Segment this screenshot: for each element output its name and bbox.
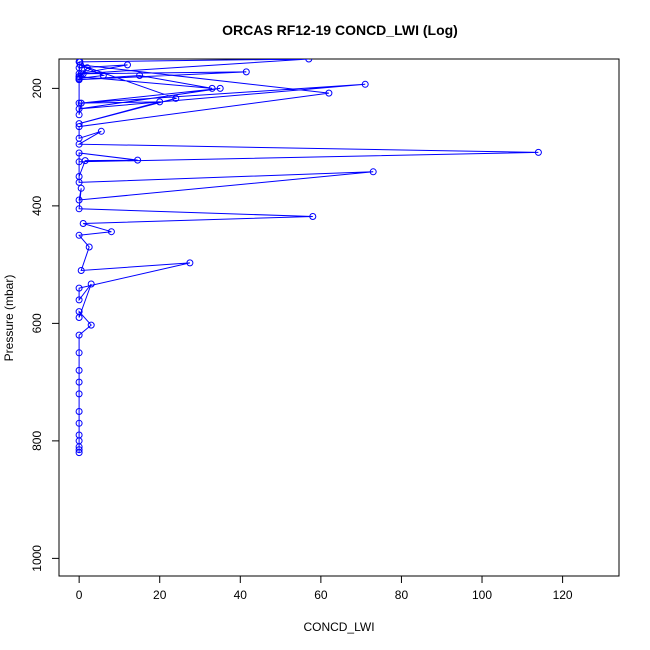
data-point: [75, 231, 83, 239]
data-point: [156, 98, 164, 106]
data-point: [75, 123, 83, 131]
series-path: [77, 59, 539, 453]
data-point: [107, 228, 115, 236]
data-point: [75, 149, 83, 157]
data-point: [134, 156, 142, 164]
data-point: [75, 390, 83, 398]
data-point: [81, 157, 89, 165]
y-axis: 200 400 600 800 1000: [30, 78, 60, 572]
data-point: [305, 59, 313, 63]
data-point: [75, 296, 83, 304]
data-point: [75, 331, 83, 339]
data-point: [208, 84, 216, 92]
x-tick-label: 40: [234, 588, 248, 602]
data-point: [85, 243, 93, 251]
data-point: [75, 419, 83, 427]
data-point: [242, 68, 250, 76]
chart-title: ORCAS RF12-19 CONCD_LWI (Log): [222, 22, 458, 38]
data-point: [87, 280, 95, 288]
data-point: [75, 349, 83, 357]
data-point: [369, 168, 377, 176]
data-point: [75, 449, 83, 457]
data-point: [75, 120, 83, 128]
data-point: [77, 267, 85, 274]
data-point: [77, 99, 85, 107]
x-tick-label: 0: [76, 588, 83, 602]
plot-frame: [58, 58, 620, 577]
data-point: [83, 64, 91, 72]
data-point: [309, 213, 317, 220]
data-point: [75, 178, 83, 186]
data-point: [77, 184, 85, 192]
data-point: [97, 127, 105, 135]
x-axis: 0 20 40 60 80 100 120: [76, 575, 573, 602]
data-point: [79, 70, 87, 78]
data-point: [186, 259, 194, 267]
data-point: [75, 76, 83, 84]
data-point: [75, 366, 83, 374]
y-tick-label: 400: [30, 196, 44, 216]
series-points: [75, 59, 542, 457]
x-tick-label: 120: [553, 588, 573, 602]
data-point: [75, 284, 83, 292]
data-point: [75, 408, 83, 415]
data-point: [325, 89, 333, 97]
data-point: [124, 61, 131, 69]
data-point: [75, 99, 83, 107]
y-tick-label: 800: [30, 431, 44, 451]
data-point: [76, 61, 84, 69]
x-tick-label: 100: [472, 588, 492, 602]
data-point: [216, 84, 224, 92]
series-line: [77, 59, 539, 453]
x-tick-label: 60: [314, 588, 328, 602]
data-point: [75, 196, 83, 204]
data-point: [172, 94, 180, 102]
x-tick-label: 80: [395, 588, 409, 602]
data-point: [76, 59, 84, 66]
data-point: [534, 148, 542, 156]
data-point: [79, 220, 87, 227]
y-tick-label: 200: [30, 78, 44, 98]
data-point: [75, 205, 83, 213]
y-axis-label: Pressure (mbar): [2, 275, 16, 362]
data-point: [75, 446, 83, 454]
y-tick-label: 1000: [30, 545, 44, 572]
data-point: [87, 321, 95, 329]
data-point: [75, 378, 83, 386]
y-tick-label: 600: [30, 313, 44, 333]
x-tick-label: 20: [153, 588, 167, 602]
data-point: [75, 308, 83, 316]
data-point: [75, 140, 83, 148]
data-point: [99, 72, 107, 79]
data-point: [136, 72, 144, 79]
x-axis-label: CONCD_LWI: [303, 620, 374, 634]
data-point: [361, 80, 369, 88]
